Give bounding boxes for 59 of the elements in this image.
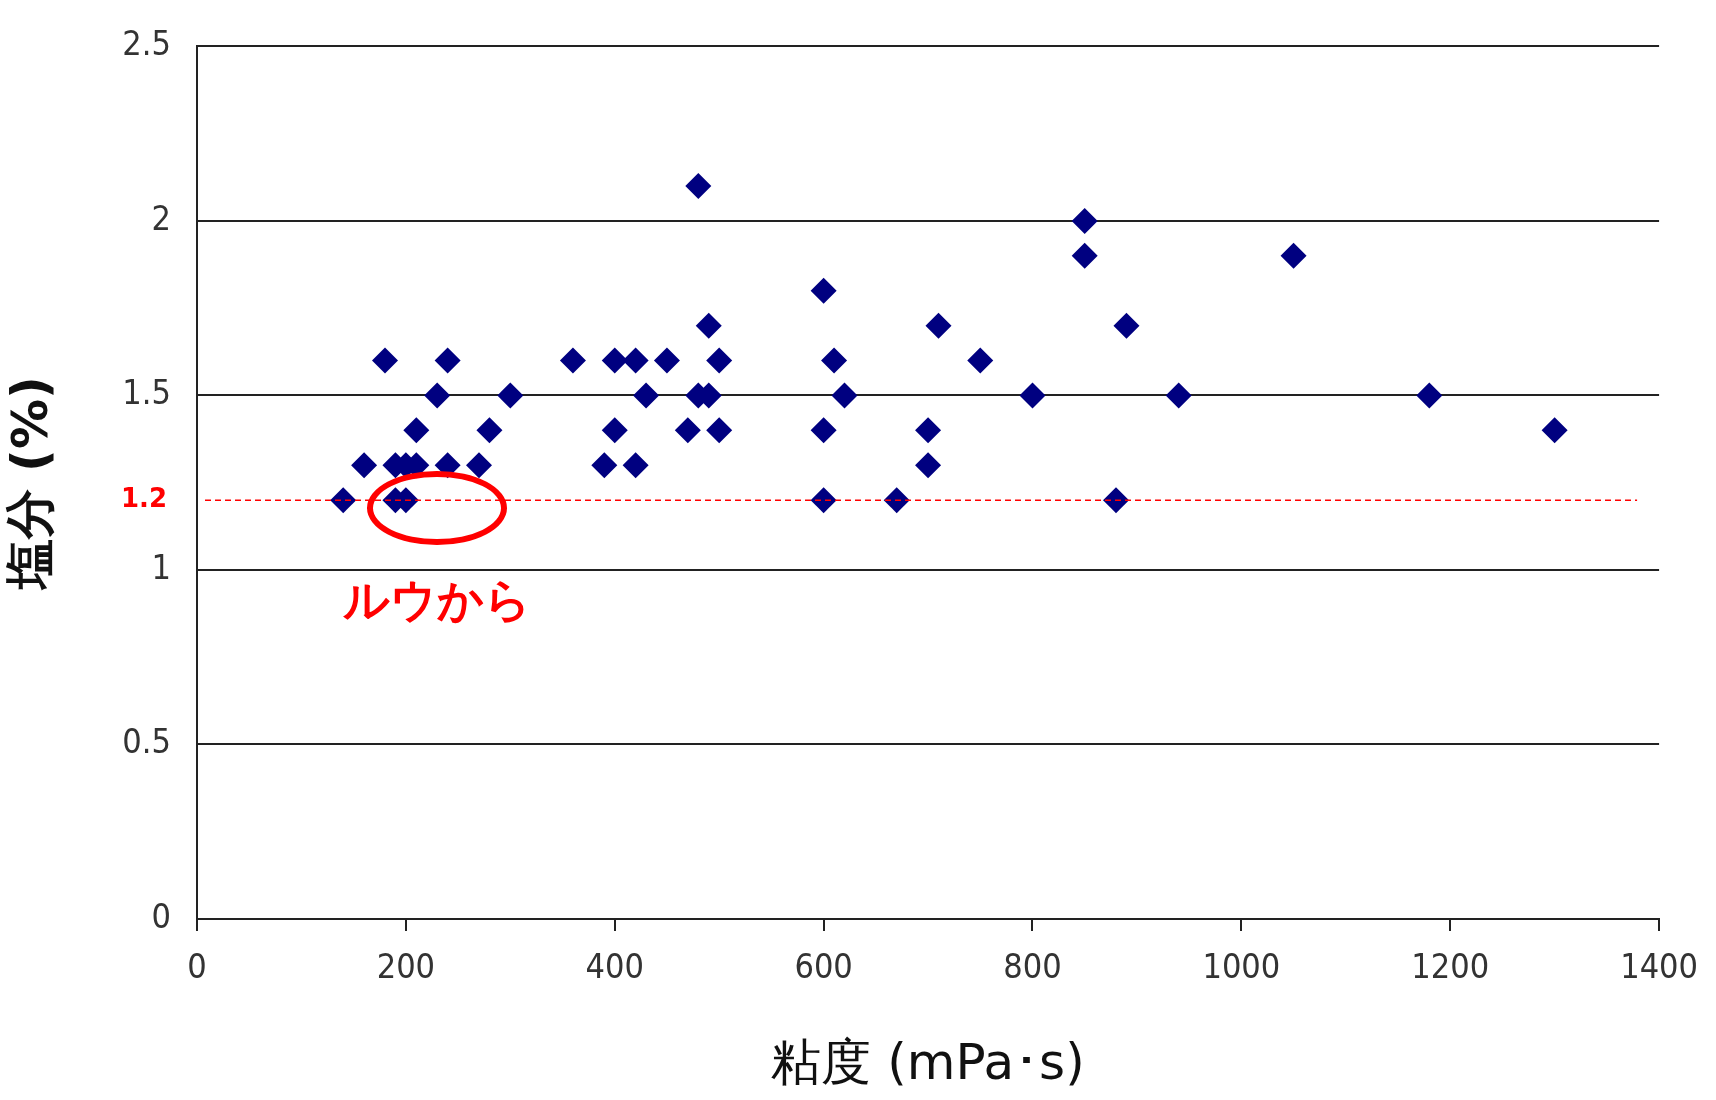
y-tick-label: 1	[151, 546, 171, 587]
point	[653, 347, 680, 374]
point	[810, 417, 837, 444]
point	[351, 452, 378, 479]
point	[465, 452, 492, 479]
x-tick-label: 0	[187, 946, 207, 987]
point	[925, 312, 952, 339]
x-tick-label: 800	[1003, 946, 1062, 987]
point	[591, 452, 618, 479]
x-tick-label: 1000	[1202, 946, 1281, 987]
y-axis-title: 塩分 (%)	[0, 376, 59, 592]
point	[476, 417, 503, 444]
y-tick-label: 0.5	[122, 721, 171, 762]
point	[633, 382, 660, 409]
point	[424, 382, 451, 409]
point	[810, 487, 837, 514]
point	[915, 452, 942, 479]
x-axis-title: 粘度 (mPa･s)	[771, 1032, 1085, 1091]
point	[674, 417, 701, 444]
annotation: ルウから	[343, 571, 532, 629]
point	[601, 417, 628, 444]
point	[371, 347, 398, 374]
point	[1416, 382, 1443, 409]
x-tick-label: 200	[376, 946, 436, 987]
point	[622, 347, 649, 374]
y-tick-label: 2.5	[122, 23, 171, 64]
point	[831, 382, 858, 409]
x-tick-label: 600	[794, 946, 853, 987]
point	[695, 312, 722, 339]
point	[706, 347, 733, 374]
point	[706, 417, 733, 444]
point	[1165, 382, 1192, 409]
point	[622, 452, 649, 479]
point	[915, 417, 942, 444]
point	[559, 347, 586, 374]
point	[810, 277, 837, 304]
point	[1280, 242, 1307, 269]
ref-line-label: 1.2	[120, 482, 167, 513]
point	[497, 382, 524, 409]
point	[967, 347, 994, 374]
point	[601, 347, 628, 374]
point	[403, 417, 430, 444]
point	[1071, 242, 1098, 269]
point	[434, 347, 461, 374]
y-tick-label: 1.5	[122, 372, 171, 413]
point	[1071, 207, 1098, 234]
point	[1019, 382, 1046, 409]
point	[330, 487, 357, 514]
point	[685, 173, 712, 200]
y-tick-label: 2	[151, 197, 171, 238]
x-tick-label: 1200	[1411, 946, 1490, 987]
point	[1103, 487, 1130, 514]
point	[1113, 312, 1140, 339]
point	[883, 487, 910, 514]
x-tick-label: 1400	[1620, 946, 1698, 987]
y-tick-label: 0	[151, 895, 171, 936]
x-tick-label: 400	[585, 946, 644, 987]
point	[821, 347, 848, 374]
point	[1541, 417, 1568, 444]
